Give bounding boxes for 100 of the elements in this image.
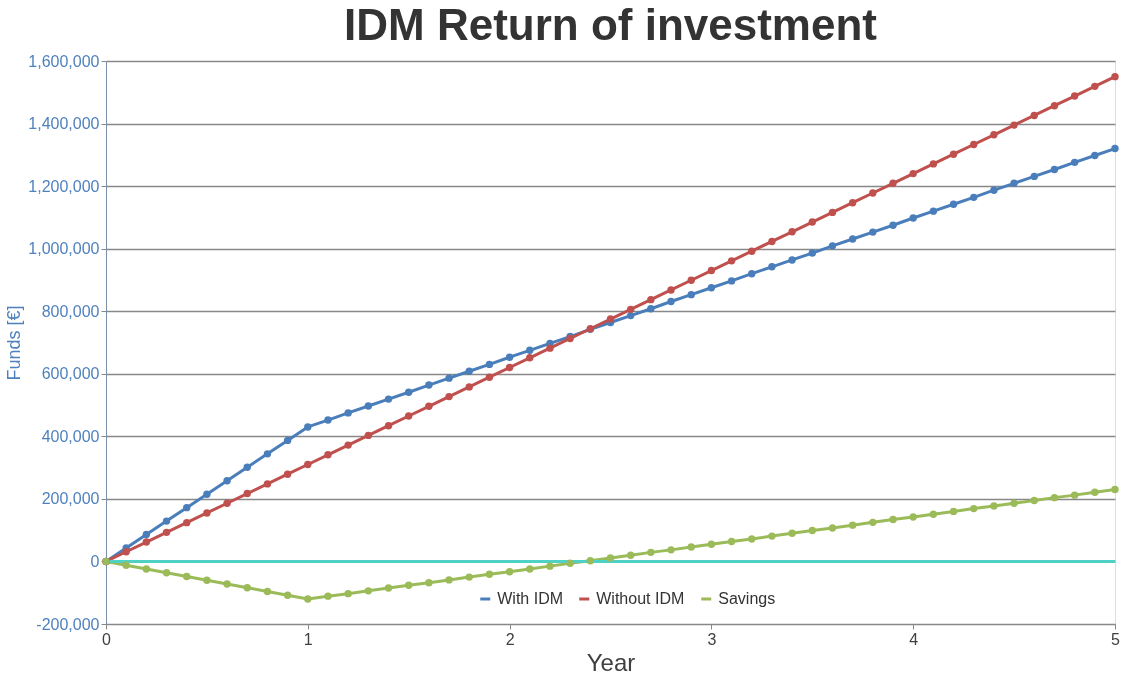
point: [949, 200, 958, 208]
point: [727, 257, 736, 265]
point: [768, 532, 776, 540]
point: [869, 189, 877, 197]
x-tick-label: 2: [505, 630, 515, 648]
point: [828, 208, 837, 217]
point: [848, 235, 857, 243]
point: [183, 503, 191, 512]
point: [889, 179, 897, 187]
point: [1111, 485, 1119, 494]
point: [344, 589, 352, 598]
point: [667, 286, 675, 294]
point: [748, 247, 756, 255]
point: [162, 569, 171, 577]
y-tick-label: 1,000,000: [28, 240, 100, 258]
point: [162, 517, 171, 525]
point: [183, 518, 191, 527]
point: [485, 373, 494, 381]
y-tick-label: 1,200,000: [28, 177, 100, 195]
point: [687, 276, 695, 284]
point: [526, 354, 534, 362]
point: [384, 584, 393, 592]
legend-label: Without IDM: [596, 590, 685, 607]
point: [546, 344, 554, 352]
point: [788, 228, 796, 236]
point: [647, 295, 655, 304]
point: [404, 388, 413, 396]
point: [142, 538, 151, 546]
point: [243, 584, 251, 592]
point: [1010, 179, 1018, 187]
point: [203, 509, 211, 517]
point: [1070, 92, 1079, 100]
point: [970, 140, 978, 149]
x-tick-label: 3: [707, 630, 717, 648]
point: [263, 587, 272, 596]
point: [1091, 82, 1099, 91]
point: [848, 198, 857, 207]
point: [990, 186, 998, 194]
point: [203, 490, 211, 498]
point: [404, 581, 413, 589]
point: [364, 402, 373, 410]
y-tick-label: 400,000: [41, 427, 100, 445]
point: [283, 436, 292, 445]
point: [1070, 158, 1079, 167]
point: [304, 423, 312, 431]
point: [808, 526, 817, 535]
point: [142, 530, 151, 539]
point: [889, 221, 897, 229]
point: [586, 557, 595, 565]
point: [1010, 499, 1018, 507]
point: [606, 315, 615, 323]
point: [1091, 151, 1099, 160]
point: [162, 528, 171, 537]
point: [526, 565, 534, 573]
point: [687, 290, 695, 299]
point: [970, 193, 978, 202]
point: [748, 535, 756, 543]
point: [203, 576, 211, 584]
point: [283, 470, 292, 478]
point: [526, 346, 534, 355]
point: [505, 363, 514, 372]
x-tick-label: 4: [909, 630, 919, 648]
point: [647, 548, 655, 557]
point: [425, 402, 433, 411]
point: [465, 367, 473, 375]
point: [324, 592, 332, 600]
point: [1091, 488, 1099, 497]
point: [1111, 144, 1119, 153]
point: [667, 297, 675, 306]
point: [445, 576, 453, 584]
point: [626, 305, 635, 314]
point: [546, 562, 554, 570]
x-tick-label: 0: [102, 630, 112, 648]
point: [949, 507, 958, 516]
point: [384, 395, 393, 403]
point: [465, 383, 473, 391]
point: [465, 573, 473, 581]
point: [304, 595, 312, 603]
point: [263, 450, 272, 458]
point: [344, 441, 352, 449]
point: [243, 489, 251, 498]
point: [505, 353, 514, 361]
point: [828, 524, 837, 532]
point: [990, 131, 998, 139]
point: [425, 381, 433, 389]
point: [223, 477, 231, 485]
point: [1111, 72, 1119, 81]
y-tick-label: 800,000: [41, 302, 100, 320]
point: [727, 277, 736, 285]
y-axis-title: Funds [€]: [4, 305, 25, 381]
x-axis-title: Year: [586, 648, 636, 676]
point: [929, 510, 938, 518]
point: [1030, 111, 1038, 120]
point: [990, 502, 998, 510]
point: [304, 460, 312, 469]
point: [122, 548, 130, 556]
point: [929, 207, 938, 215]
y-tick-label: -200,000: [36, 615, 100, 633]
point: [768, 237, 776, 246]
point: [707, 266, 716, 275]
